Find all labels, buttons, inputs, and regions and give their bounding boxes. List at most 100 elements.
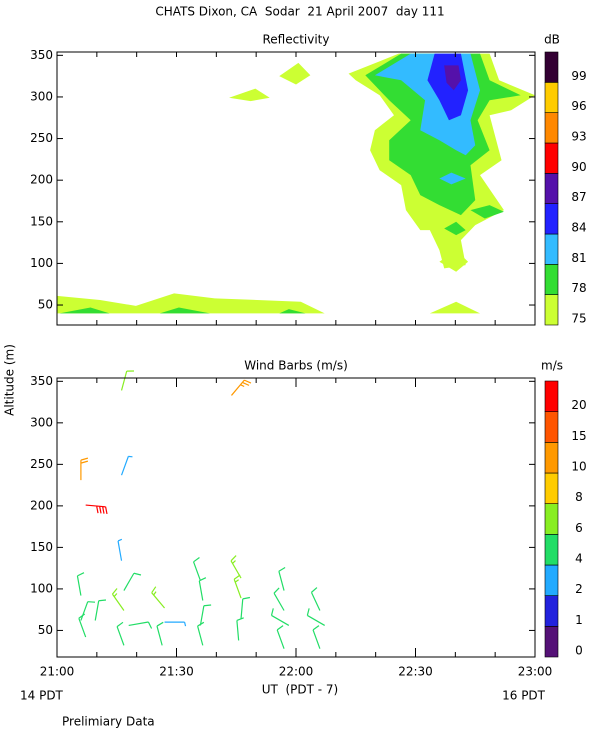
colorbar-tick-label: 10 bbox=[571, 460, 586, 474]
y-tick-label: 300 bbox=[30, 415, 53, 429]
wind-barb bbox=[80, 457, 89, 481]
wind-barb bbox=[123, 572, 142, 591]
wind-barb bbox=[312, 625, 321, 649]
wind-barb bbox=[78, 613, 87, 638]
wind-barb bbox=[240, 596, 251, 619]
wind-barb bbox=[80, 601, 96, 621]
colorbar-swatch bbox=[544, 534, 559, 566]
panel-title: Wind Barbs (m/s) bbox=[244, 359, 348, 373]
colorbar-swatch bbox=[544, 442, 559, 474]
colorbar-tick-label: 87 bbox=[571, 190, 586, 204]
wind-barb bbox=[236, 617, 244, 641]
colorbar-swatch bbox=[544, 51, 559, 83]
wind-barb bbox=[116, 621, 125, 646]
contour-region bbox=[279, 309, 306, 314]
colorbar-tick-label: 78 bbox=[571, 281, 586, 295]
wind-barb bbox=[270, 608, 290, 626]
wind-barb bbox=[231, 379, 252, 396]
wind-barb bbox=[94, 599, 107, 621]
x-right-note: 16 PDT bbox=[502, 689, 546, 703]
colorbar-tick-label: 93 bbox=[571, 130, 586, 144]
wind-barb bbox=[151, 586, 166, 609]
y-tick-label: 150 bbox=[30, 540, 53, 554]
footnote: Prelimiary Data bbox=[62, 715, 155, 729]
wind-barb bbox=[156, 621, 164, 646]
colorbar-swatch bbox=[544, 564, 559, 596]
wind-barb bbox=[276, 625, 285, 649]
page-title: CHATS Dixon, CA Sodar 21 April 2007 day … bbox=[155, 5, 444, 19]
y-axis-label: Altitude (m) bbox=[3, 344, 17, 416]
colorbar-label: m/s bbox=[541, 359, 563, 373]
colorbar-swatch bbox=[544, 472, 559, 504]
colorbar-swatch bbox=[544, 264, 559, 295]
colorbar-swatch bbox=[544, 112, 559, 144]
wind-barb bbox=[273, 587, 285, 611]
y-tick-label: 300 bbox=[30, 89, 53, 103]
colorbar-swatch bbox=[544, 82, 559, 113]
colorbar-swatch bbox=[544, 203, 559, 235]
colorbar-tick-label: 8 bbox=[575, 490, 583, 504]
wind-barb bbox=[128, 621, 153, 629]
colorbar-tick-label: 2 bbox=[575, 582, 583, 596]
y-tick-label: 250 bbox=[30, 457, 53, 471]
wind-barb bbox=[199, 604, 212, 626]
colorbar-swatch bbox=[544, 294, 559, 326]
y-tick-label: 100 bbox=[30, 581, 53, 595]
panel-title: Reflectivity bbox=[262, 33, 329, 47]
colorbar-tick-label: 0 bbox=[575, 644, 583, 658]
y-tick-label: 150 bbox=[30, 214, 53, 228]
wind-barb bbox=[76, 572, 85, 596]
colorbar-swatch bbox=[544, 173, 559, 204]
colorbar-tick-label: 99 bbox=[571, 69, 586, 83]
wind-barb bbox=[85, 504, 108, 515]
colorbar-swatch bbox=[544, 626, 559, 658]
wind-barb bbox=[233, 574, 242, 599]
colorbar-tick-label: 81 bbox=[571, 251, 586, 265]
contour-region bbox=[439, 172, 466, 185]
x-tick-label: 23:00 bbox=[518, 665, 553, 679]
colorbar-swatch bbox=[544, 411, 559, 443]
x-axis-label: UT (PDT - 7) bbox=[262, 683, 339, 697]
colorbar-swatch bbox=[544, 233, 559, 265]
colorbar-tick-label: 15 bbox=[571, 429, 586, 443]
x-left-note: 14 PDT bbox=[20, 689, 64, 703]
colorbar-swatch bbox=[544, 142, 559, 174]
wind-barb bbox=[117, 538, 123, 561]
colorbar-tick-label: 1 bbox=[575, 613, 583, 627]
wind-barb bbox=[198, 577, 207, 601]
y-tick-label: 350 bbox=[30, 374, 53, 388]
contour-region bbox=[59, 307, 110, 314]
colorbar-tick-label: 75 bbox=[571, 312, 586, 326]
wind-barb bbox=[111, 588, 125, 611]
colorbar-swatch bbox=[544, 503, 559, 535]
wind-barb bbox=[120, 370, 134, 391]
y-tick-label: 50 bbox=[38, 623, 53, 637]
wind-barb bbox=[310, 587, 321, 611]
wind-barb bbox=[278, 566, 286, 591]
wind-barb bbox=[197, 621, 205, 646]
colorbar-tick-label: 4 bbox=[575, 552, 583, 566]
colorbar-tick-label: 90 bbox=[571, 160, 586, 174]
colorbar-tick-label: 20 bbox=[571, 398, 586, 412]
colorbar-swatch bbox=[544, 595, 559, 627]
wind-barb bbox=[164, 621, 187, 627]
x-tick-label: 21:00 bbox=[40, 665, 75, 679]
contour-region bbox=[279, 62, 311, 85]
wind-barb bbox=[192, 557, 201, 581]
contour-region bbox=[229, 88, 270, 102]
y-tick-label: 200 bbox=[30, 498, 53, 512]
x-tick-label: 21:30 bbox=[159, 665, 194, 679]
colorbar-tick-label: 96 bbox=[571, 99, 586, 113]
colorbar-tick-label: 84 bbox=[571, 221, 586, 235]
y-tick-label: 250 bbox=[30, 131, 53, 145]
colorbar-swatch bbox=[544, 380, 559, 412]
colorbar-tick-label: 6 bbox=[575, 521, 583, 535]
y-tick-label: 50 bbox=[38, 298, 53, 312]
contour-region bbox=[470, 205, 504, 219]
x-tick-label: 22:30 bbox=[398, 665, 433, 679]
y-tick-label: 100 bbox=[30, 256, 53, 270]
y-tick-label: 350 bbox=[30, 48, 53, 62]
contour-region bbox=[57, 293, 325, 314]
